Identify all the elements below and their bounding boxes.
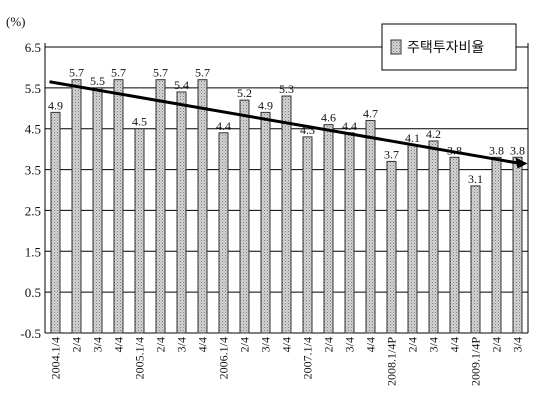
category-label: 4/4	[112, 337, 126, 352]
data-label: 3.8	[510, 143, 525, 157]
category-label: 2/4	[70, 337, 84, 352]
bar	[323, 124, 334, 334]
bar	[512, 156, 523, 334]
category-label: 2/4	[154, 337, 168, 352]
bar	[281, 95, 292, 334]
legend-label: 주택투자비율	[407, 40, 484, 56]
bar	[449, 156, 460, 334]
category-label: 2008.1/4P	[385, 337, 399, 386]
bar	[344, 132, 355, 334]
y-tick-label: -0.5	[20, 326, 41, 341]
y-tick-label: 4.5	[25, 122, 41, 137]
data-label: 5.7	[69, 66, 84, 80]
data-label: 3.8	[489, 143, 504, 157]
data-labels: 4.95.75.55.74.55.75.45.74.45.24.95.34.34…	[48, 66, 525, 186]
category-label: 3/4	[343, 337, 357, 352]
category-label: 2004.1/4	[49, 337, 63, 379]
category-label: 2009.1/4P	[469, 337, 483, 386]
bars	[50, 79, 523, 334]
category-label: 3/4	[259, 337, 273, 352]
data-label: 5.5	[90, 74, 105, 88]
bar	[470, 185, 481, 334]
legend-box	[381, 23, 517, 71]
trend-line-stroke	[49, 80, 518, 165]
data-label: 4.2	[426, 127, 441, 141]
data-label: 5.7	[153, 66, 168, 80]
bar	[491, 156, 502, 334]
data-label: 5.4	[174, 78, 189, 92]
bar	[71, 79, 82, 334]
data-label: 4.6	[321, 111, 336, 125]
bar	[113, 79, 124, 334]
bar	[386, 160, 397, 334]
bar	[239, 99, 250, 334]
y-tick-label: 6.5	[25, 40, 41, 55]
category-label: 2007.1/4	[301, 337, 315, 379]
y-tick-label: 0.5	[25, 285, 41, 300]
bar	[428, 140, 439, 334]
data-label: 4.9	[258, 98, 273, 112]
data-label: 5.7	[195, 66, 210, 80]
category-label: 3/4	[511, 337, 525, 352]
legend-swatch	[390, 39, 402, 55]
bar	[134, 128, 145, 334]
category-label: 2/4	[238, 337, 252, 352]
bar	[218, 132, 229, 334]
bar	[407, 144, 418, 334]
category-label: 4/4	[196, 337, 210, 352]
bar	[92, 87, 103, 334]
bar	[197, 79, 208, 334]
y-tick-label: 2.5	[25, 203, 41, 218]
bar	[365, 120, 376, 334]
category-label: 2005.1/4	[133, 337, 147, 379]
data-label: 4.4	[342, 119, 357, 133]
bar	[176, 91, 187, 334]
data-label: 4.1	[405, 131, 420, 145]
bar	[260, 111, 271, 334]
data-label: 5.2	[237, 86, 252, 100]
data-label: 4.9	[48, 98, 63, 112]
data-label: 3.1	[468, 172, 483, 186]
category-label: 4/4	[364, 337, 378, 352]
bar	[155, 79, 166, 334]
category-label: 3/4	[175, 337, 189, 352]
legend: 주택투자비율	[381, 23, 517, 71]
data-label: 3.7	[384, 147, 399, 161]
category-label: 3/4	[427, 337, 441, 352]
category-label: 2/4	[490, 337, 504, 352]
category-label: 2/4	[322, 337, 336, 352]
y-tick-label: 3.5	[25, 163, 41, 178]
category-labels: 2004.1/4 2/4 3/4 4/4 2005.1/4 2/4 3/4 4/4 2006.1…	[49, 337, 525, 386]
category-label: 4/4	[280, 337, 294, 352]
data-label: 5.7	[111, 66, 126, 80]
data-label: 4.4	[216, 119, 231, 133]
trend-line	[49, 80, 528, 169]
data-label: 4.5	[132, 115, 147, 129]
category-label: 4/4	[448, 337, 462, 352]
y-tick-label: 1.5	[25, 244, 41, 259]
category-label: 3/4	[91, 337, 105, 352]
y-tick-labels: 6.5 5.5 4.5 3.5 2.5 1.5 0.5 -0.5	[20, 40, 41, 341]
y-axis-label: (%)	[6, 14, 26, 29]
data-label: 5.3	[279, 82, 294, 96]
bar	[302, 136, 313, 334]
category-label: 2/4	[406, 337, 420, 352]
data-label: 4.7	[363, 107, 378, 121]
category-label: 2006.1/4	[217, 337, 231, 379]
y-tick-label: 5.5	[25, 81, 41, 96]
trend-arrowhead	[515, 157, 528, 169]
bar	[50, 111, 61, 334]
